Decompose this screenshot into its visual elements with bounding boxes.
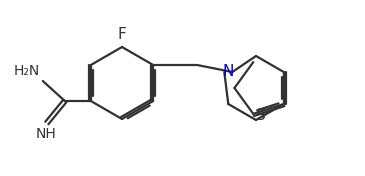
Text: S: S	[256, 108, 266, 123]
Text: NH: NH	[35, 127, 56, 141]
Text: N: N	[223, 64, 234, 80]
Text: F: F	[118, 27, 126, 42]
Text: H₂N: H₂N	[14, 64, 40, 78]
